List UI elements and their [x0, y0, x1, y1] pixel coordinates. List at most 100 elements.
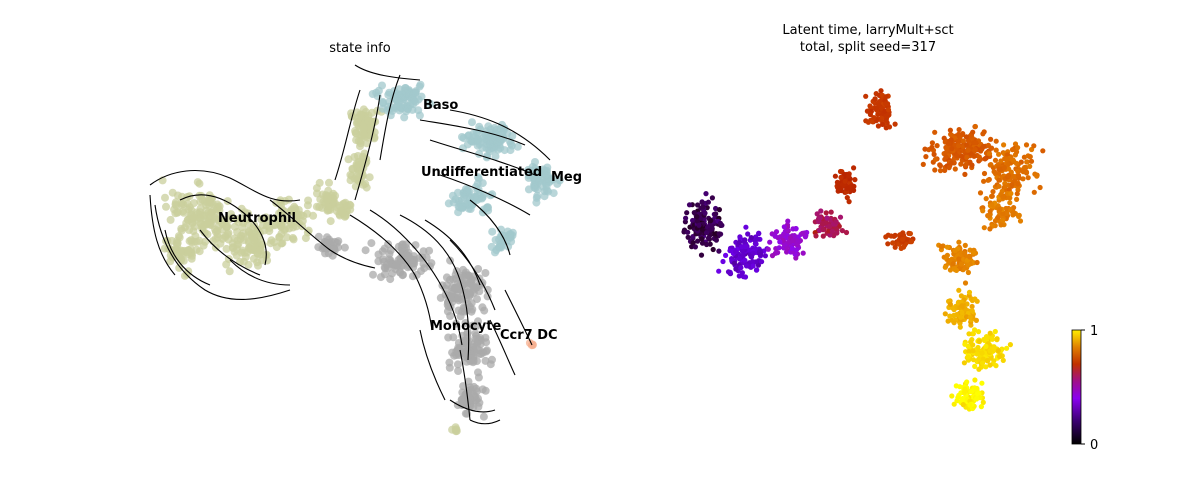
cell-point — [464, 393, 473, 402]
latent-time-point — [828, 209, 834, 215]
latent-time-point — [1001, 165, 1008, 171]
cell-point — [369, 270, 377, 279]
latent-time-point — [973, 140, 979, 146]
cluster-label-meg: Meg — [551, 170, 582, 185]
velocity-streamline — [154, 204, 291, 300]
latent-time-point — [1007, 342, 1014, 348]
latent-time-point — [1003, 205, 1009, 212]
latent-time-point — [981, 225, 987, 231]
latent-time-point — [932, 167, 938, 173]
state-info-panel: state info Baso Undifferentiated Meg Neu… — [149, 41, 582, 436]
latent-time-point — [987, 226, 993, 232]
latent-time-point — [965, 354, 971, 360]
cell-point — [460, 336, 469, 345]
cell-point — [378, 97, 387, 106]
cell-point — [408, 258, 417, 267]
cell-point — [483, 285, 492, 294]
cell-point — [411, 88, 420, 97]
cluster-label-undifferentiated: Undifferentiated — [421, 165, 542, 180]
latent-time-point — [1001, 142, 1007, 148]
cell-point — [542, 182, 551, 191]
velocity-streams — [149, 64, 551, 425]
cell-point — [477, 194, 486, 203]
velocity-streamline — [369, 209, 463, 346]
latent-time-point — [947, 313, 953, 319]
cell-point — [244, 260, 253, 269]
latent-time-point — [835, 181, 841, 187]
latent-time-point — [959, 303, 965, 309]
latent-time-point — [998, 158, 1004, 164]
latent-time-point — [781, 224, 787, 230]
latent-time-point — [972, 123, 979, 130]
latent-time-point — [962, 171, 968, 177]
cell-point — [460, 273, 469, 282]
velocity-streamline — [399, 214, 470, 361]
cell-point — [304, 226, 313, 235]
cell-point — [468, 118, 476, 127]
cell-point — [244, 227, 253, 235]
cell-point — [498, 120, 506, 129]
latent-time-point — [951, 312, 957, 319]
cell-point — [396, 102, 405, 111]
latent-time-point — [890, 240, 896, 246]
velocity-streamline — [354, 64, 421, 81]
latent-time-point — [703, 191, 709, 197]
cell-point — [193, 178, 202, 187]
cell-point — [281, 224, 290, 233]
latent-time-point — [968, 389, 974, 395]
cell-point — [388, 260, 397, 269]
latent-time-point — [966, 348, 972, 354]
cell-point — [475, 122, 484, 131]
cell-point — [309, 211, 318, 220]
cell-point — [448, 191, 457, 200]
latent-time-point — [736, 239, 743, 245]
latent-time-point — [716, 207, 723, 213]
cell-point — [410, 96, 419, 105]
cell-point — [282, 233, 291, 242]
cell-point — [224, 235, 233, 244]
cell-point — [396, 268, 405, 277]
latent-time-point — [885, 241, 891, 247]
latent-time-point — [1028, 158, 1035, 164]
latent-time-point — [1015, 145, 1021, 151]
cell-point — [454, 306, 463, 315]
cell-point — [353, 152, 362, 160]
cell-point — [427, 259, 436, 268]
latent-time-point — [871, 115, 877, 121]
latent-time-point — [777, 239, 783, 245]
latent-time-point — [846, 173, 852, 179]
latent-time-point — [931, 151, 937, 157]
cell-point — [222, 244, 231, 253]
cell-point — [505, 230, 514, 239]
latent-time-point — [684, 210, 690, 216]
velocity-streamline — [419, 329, 446, 401]
latent-time-point — [742, 244, 749, 250]
latent-time-point — [988, 162, 994, 168]
latent-time-point — [716, 248, 722, 254]
latent-time-point — [1007, 200, 1013, 206]
latent-time-point — [786, 239, 792, 245]
latent-time-point — [875, 123, 882, 129]
cell-point — [469, 282, 478, 290]
cell-point — [532, 198, 541, 207]
latent-time-point — [867, 111, 874, 118]
latent-time-point — [1022, 164, 1028, 171]
latent-time-point — [962, 242, 968, 248]
latent-time-point — [1040, 148, 1046, 154]
latent-time-point — [975, 329, 982, 335]
cell-point — [426, 99, 435, 108]
cell-point — [167, 236, 176, 245]
cell-point — [270, 238, 279, 247]
cell-point — [555, 176, 564, 185]
cell-point — [284, 195, 293, 204]
cell-point — [472, 387, 481, 396]
cell-point — [211, 215, 220, 224]
cell-point — [469, 358, 478, 367]
cell-point — [531, 158, 539, 166]
cell-point — [540, 167, 548, 175]
latent-time-point — [989, 336, 995, 342]
cell-point — [201, 215, 210, 223]
latent-time-point — [967, 254, 973, 260]
cell-point — [444, 199, 453, 208]
